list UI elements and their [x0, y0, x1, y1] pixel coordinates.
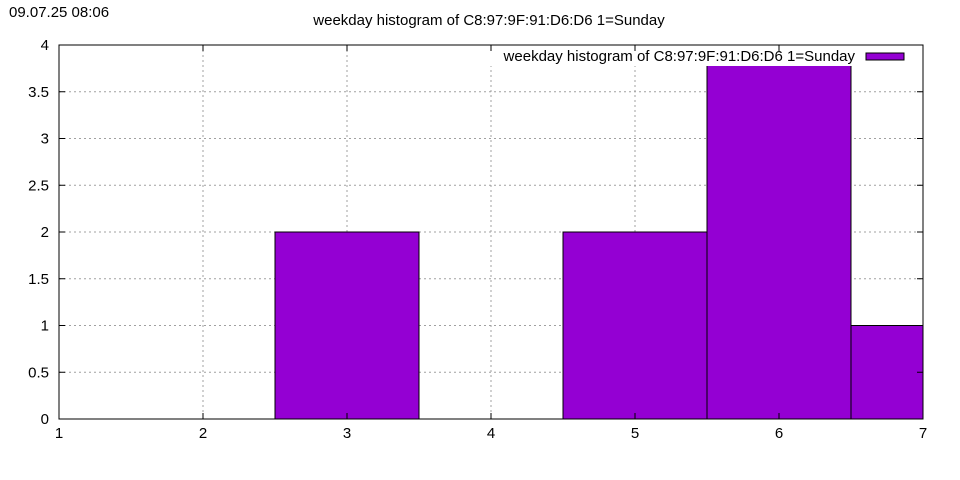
y-tick-label: 2 [41, 224, 49, 241]
histogram-bar [274, 231, 420, 420]
x-tick-label: 6 [775, 425, 783, 442]
histogram-bar [850, 325, 924, 420]
y-tick-label: 3 [41, 131, 49, 148]
chart-title: weekday histogram of C8:97:9F:91:D6:D6 1… [313, 12, 665, 29]
y-tick-label: 0 [41, 411, 49, 428]
timestamp: 09.07.25 08:06 [9, 4, 110, 21]
legend: weekday histogram of C8:97:9F:91:D6:D6 1… [473, 44, 905, 66]
y-tick-label: 0.5 [28, 364, 49, 381]
legend-label: weekday histogram of C8:97:9F:91:D6:D6 1… [503, 48, 856, 65]
x-tick-label: 3 [343, 425, 351, 442]
y-tick-label: 2.5 [28, 177, 49, 194]
y-tick-label: 1.5 [28, 271, 49, 288]
legend-swatch [865, 52, 905, 61]
y-tick-label: 3.5 [28, 84, 49, 101]
ticks: 1 2 3 4 5 6 7 0 0.5 1 1.5 2 2.5 3 3.5 4 [28, 37, 927, 442]
x-tick-label: 5 [631, 425, 639, 442]
y-tick-label: 4 [41, 37, 49, 54]
x-tick-label: 2 [199, 425, 207, 442]
x-tick-label: 1 [55, 425, 63, 442]
legend-background [473, 44, 873, 66]
histogram-bar [706, 44, 852, 420]
y-tick-label: 1 [41, 318, 49, 335]
x-tick-label: 7 [919, 425, 927, 442]
histogram-bar [562, 231, 708, 420]
bars [274, 44, 924, 420]
x-tick-label: 4 [487, 425, 495, 442]
